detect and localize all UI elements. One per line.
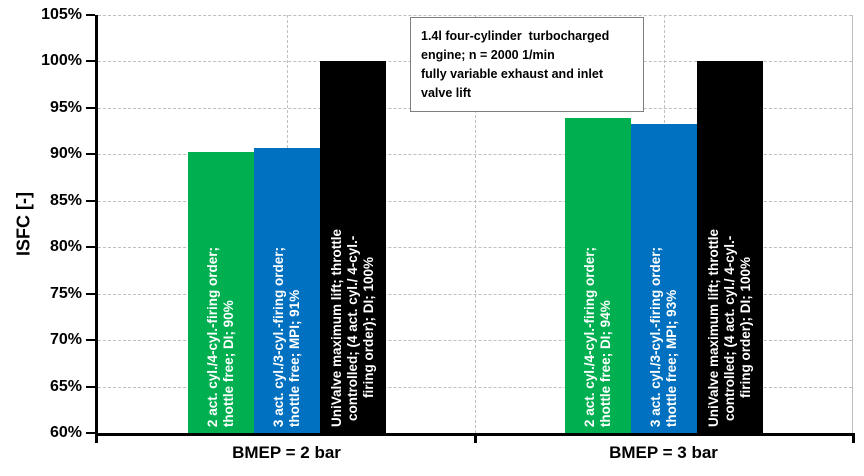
y-axis-tick-label-85: 85% [49,191,82,209]
bar-label-line: 2 act. cyl./4-cyl.-firing order; [204,246,220,427]
bar-label-line: UniValve maximum lift; throttle [328,228,344,427]
bar-label-line: firing order); DI; 100% [360,257,376,399]
y-axis-tick [86,432,95,434]
bar-label-line: thottle free; DI; 90% [220,300,236,427]
y-axis-tick [86,339,95,342]
bar-label-line: firing order); DI; 100% [737,257,753,399]
bar-label-line: thottle free; MPI; 91% [286,289,302,427]
annotation-box: 1.4l four-cylinder turbocharged engine; … [410,17,644,112]
bar-label-line: 2 act. cyl./4-cyl.-firing order; [581,246,597,427]
y-axis-tick [86,246,95,249]
y-axis-tick-label-95: 95% [49,98,82,116]
annotation-line-1: 1.4l four-cylinder turbocharged [421,29,610,43]
bar-label-wrap: 2 act. cyl./4-cyl.-firing order; thottle … [188,152,254,433]
bar-label: 3 act. cyl./3-cyl.-firing order; thottle … [648,247,680,427]
y-axis-tick [86,385,95,388]
bar-label-line: thottle free; MPI; 93% [663,289,679,427]
x-axis-tick [473,433,477,443]
y-axis-tick [86,14,95,16]
annotation-line-4: valve lift [421,86,472,100]
bar-label-line: controlled; (4 act. cyl./ 4-cyl.- [721,235,737,421]
category-label-bmep-3-bar: BMEP = 3 bar [609,443,718,462]
bar-label-line: 3 act. cyl./3-cyl.-firing order; [270,246,286,427]
bar-label-wrap: UniValve maximum lift; throttle controlle… [320,61,386,433]
x-axis-tick [852,433,855,443]
y-axis-tick-label-105: 105% [41,6,82,23]
y-axis-tick [86,106,95,109]
plot-area: BMEP = 2 bar BMEP = 3 bar 2 act. cyl./4-… [86,14,855,462]
bar-label-wrap: UniValve maximum lift; throttle controlle… [697,61,763,433]
bar-label-wrap: 3 act. cyl./3-cyl.-firing order; thottle … [254,148,320,433]
bar-label-line: controlled; (4 act. cyl./ 4-cyl.- [344,235,360,421]
bar-series1-cat2: 2 act. cyl./4-cyl.-firing order; thottle … [564,118,631,433]
bar-label-wrap: 3 act. cyl./3-cyl.-firing order; thottle … [631,124,697,433]
bar-series1-cat1: 2 act. cyl./4-cyl.-firing order; thottle … [187,152,254,433]
y-axis-tick [86,199,95,202]
bar-series2-cat2: 3 act. cyl./3-cyl.-firing order; thottle … [630,123,697,433]
annotation-line-2: engine; n = 2000 1/min [421,48,555,62]
category-label-bmep-2-bar: BMEP = 2 bar [232,443,341,462]
bar-label-wrap: 2 act. cyl./4-cyl.-firing order; thottle … [565,118,631,433]
bar-label: 3 act. cyl./3-cyl.-firing order; thottle … [271,247,303,427]
bar-label: UniValve maximum lift; throttle controlle… [329,229,377,427]
y-axis-tick-label-90: 90% [49,145,82,163]
y-axis-tick-label-70: 70% [49,331,82,349]
bar-label: 2 act. cyl./4-cyl.-firing order; thottle … [205,247,237,427]
bar-series2-cat1: 3 act. cyl./3-cyl.-firing order; thottle … [253,147,320,433]
x-axis-tick [95,433,98,443]
y-axis-tick-label-100: 100% [41,52,82,70]
y-axis-tick [86,292,95,295]
y-axis-tick [86,153,95,156]
bar-label-line: thottle free; DI; 94% [597,300,613,427]
bar-series3-cat2: UniValve maximum lift; throttle controlle… [696,61,763,433]
bar-label-line: 3 act. cyl./3-cyl.-firing order; [647,246,663,427]
gridline-vertical [475,15,476,433]
y-axis-tick-label-80: 80% [49,238,82,256]
annotation-line-3: fully variable exhaust and inlet [421,67,604,81]
bar-series3-cat1: UniValve maximum lift; throttle controlle… [319,61,386,433]
y-axis-tick-label-75: 75% [49,284,82,302]
bar-label: 2 act. cyl./4-cyl.-firing order; thottle … [582,247,614,427]
y-axis-tick-label-60: 60% [49,424,82,441]
bar-label-line: UniValve maximum lift; throttle [705,228,721,427]
y-axis-tick-label-65: 65% [49,377,82,395]
y-axis-tick [86,60,95,63]
bar-label: UniValve maximum lift; throttle controlle… [706,229,754,427]
